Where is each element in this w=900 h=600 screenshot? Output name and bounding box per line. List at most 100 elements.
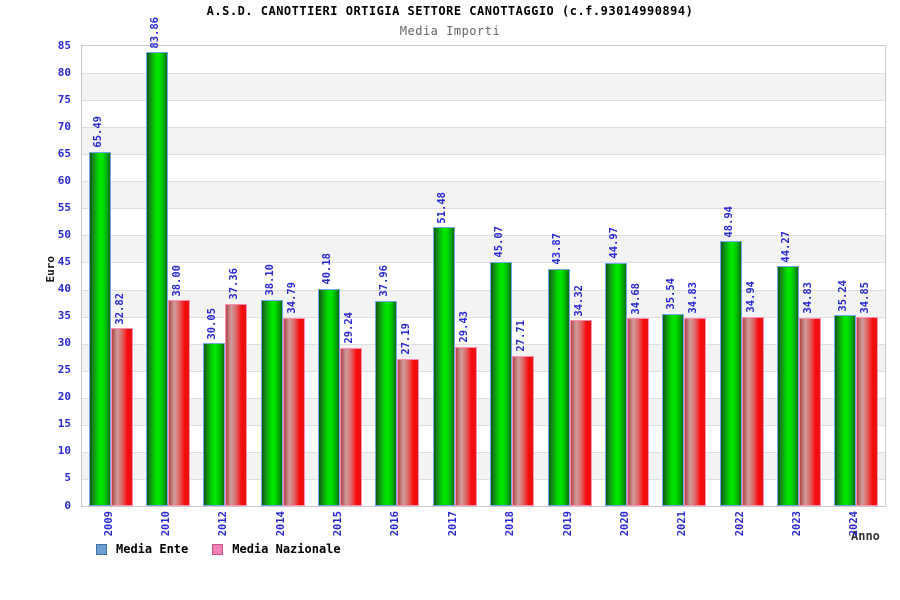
- x-tick-label-2020: 2020: [618, 511, 631, 537]
- x-tick-label-2012: 2012: [217, 511, 230, 537]
- x-tick-label-2017: 2017: [446, 511, 459, 537]
- value-label-media-nazionale-2010: 38.00: [171, 264, 184, 297]
- plot-band: [82, 181, 885, 209]
- value-label-media-ente-2014: 38.10: [263, 264, 276, 296]
- gridline: [82, 343, 885, 345]
- y-tick-label: 20: [57, 390, 71, 404]
- gridline: [82, 424, 885, 426]
- plot-band: [82, 262, 885, 290]
- plot-band: [82, 235, 885, 263]
- bar-media-nazionale-2012: [225, 303, 248, 506]
- plot-area: [81, 45, 886, 507]
- value-label-media-nazionale-2018: 27.71: [515, 320, 528, 353]
- bar-media-ente-2016: [375, 300, 398, 506]
- gridline: [82, 316, 885, 318]
- y-tick-label: 30: [57, 336, 71, 350]
- bar-media-nazionale-2021: [684, 317, 707, 506]
- bar-media-ente-2024: [834, 315, 857, 506]
- legend-label-media-nazionale: Media Nazionale: [232, 542, 341, 556]
- legend: Media Ente Media Nazionale: [96, 542, 365, 556]
- bar-media-nazionale-2015: [340, 347, 363, 506]
- bar-media-ente-2022: [719, 241, 742, 506]
- plot-band: [82, 100, 885, 128]
- gridline: [82, 208, 885, 210]
- gridline: [82, 478, 885, 480]
- bar-media-ente-2017: [432, 227, 455, 506]
- media-nazionale-swatch-icon: [212, 543, 224, 555]
- y-tick-label: 60: [57, 173, 71, 187]
- legend-label-media-ente: Media Ente: [116, 542, 189, 556]
- y-tick-label: 35: [57, 309, 71, 323]
- value-label-media-ente-2018: 45.07: [493, 226, 506, 259]
- y-tick-label: 10: [57, 444, 71, 458]
- value-label-media-nazionale-2012: 37.36: [228, 268, 241, 300]
- bar-media-ente-2021: [662, 313, 685, 506]
- x-tick-label-2021: 2021: [676, 511, 689, 537]
- bar-media-nazionale-2014: [282, 317, 305, 506]
- y-tick-label: 0: [64, 498, 71, 512]
- x-tick-label-2018: 2018: [504, 511, 517, 537]
- x-tick-label-2014: 2014: [274, 511, 287, 537]
- x-axis-title: Anno: [851, 529, 880, 543]
- y-tick-label: 5: [64, 471, 71, 485]
- value-label-media-nazionale-2017: 29.43: [457, 311, 470, 343]
- y-tick-label: 65: [57, 146, 71, 160]
- value-label-media-nazionale-2009: 32.82: [113, 292, 126, 325]
- gridline: [82, 154, 885, 156]
- plot-band: [82, 73, 885, 101]
- value-label-media-nazionale-2019: 34.32: [572, 284, 585, 317]
- value-label-media-nazionale-2024: 34.85: [859, 281, 872, 314]
- value-label-media-nazionale-2022: 34.94: [744, 281, 757, 313]
- bar-media-nazionale-2018: [512, 356, 535, 506]
- x-tick-label-2023: 2023: [790, 511, 803, 537]
- bar-media-ente-2018: [490, 262, 513, 506]
- y-tick-label: 40: [57, 282, 71, 296]
- value-label-media-ente-2009: 65.49: [91, 115, 104, 148]
- bar-media-ente-2019: [547, 268, 570, 506]
- x-tick-label-2024: 2024: [848, 511, 861, 537]
- value-label-media-ente-2021: 35.54: [665, 278, 678, 310]
- bar-media-nazionale-2017: [454, 346, 477, 506]
- value-label-media-ente-2015: 40.18: [321, 252, 334, 285]
- x-tick-label-2016: 2016: [389, 511, 402, 537]
- gridline: [82, 451, 885, 453]
- value-label-media-nazionale-2016: 27.19: [400, 323, 413, 355]
- bar-media-ente-2015: [318, 288, 341, 506]
- bar-media-nazionale-2019: [569, 320, 592, 506]
- value-label-media-nazionale-2021: 34.83: [687, 281, 700, 314]
- gridline: [82, 397, 885, 399]
- y-tick-label: 45: [57, 254, 71, 268]
- x-tick-label-2009: 2009: [102, 511, 115, 537]
- y-tick-label: 85: [57, 38, 71, 52]
- value-label-media-ente-2017: 51.48: [435, 191, 448, 224]
- media-ente-swatch-icon: [96, 543, 107, 555]
- value-label-media-ente-2019: 43.87: [550, 232, 563, 265]
- bar-media-ente-2023: [776, 266, 799, 506]
- bar-media-nazionale-2023: [798, 317, 821, 506]
- legend-item-media-nazionale: Media Nazionale: [212, 542, 341, 556]
- x-tick-label-2019: 2019: [561, 511, 574, 537]
- x-tick-label-2022: 2022: [733, 511, 746, 537]
- y-tick-label: 15: [57, 417, 71, 431]
- value-label-media-nazionale-2014: 34.79: [285, 282, 298, 314]
- bar-media-nazionale-2009: [110, 328, 133, 506]
- bar-media-nazionale-2016: [397, 358, 420, 506]
- bar-media-ente-2014: [260, 299, 283, 506]
- gridline: [82, 235, 885, 237]
- value-label-media-nazionale-2020: 34.68: [629, 282, 642, 315]
- gridline: [82, 289, 885, 291]
- y-tick-label: 25: [57, 363, 71, 377]
- value-label-media-ente-2023: 44.27: [779, 230, 792, 263]
- y-tick-label: 50: [57, 227, 71, 241]
- bar-media-ente-2020: [604, 262, 627, 506]
- value-label-media-ente-2016: 37.96: [378, 264, 391, 297]
- value-label-media-ente-2010: 83.86: [149, 16, 162, 49]
- gridline: [82, 370, 885, 372]
- plot-band: [82, 46, 885, 74]
- gridline: [82, 100, 885, 102]
- bar-media-ente-2012: [203, 343, 226, 506]
- x-tick-label-2015: 2015: [332, 511, 345, 537]
- plot-band: [82, 154, 885, 182]
- gridline: [82, 181, 885, 183]
- gridline: [82, 127, 885, 129]
